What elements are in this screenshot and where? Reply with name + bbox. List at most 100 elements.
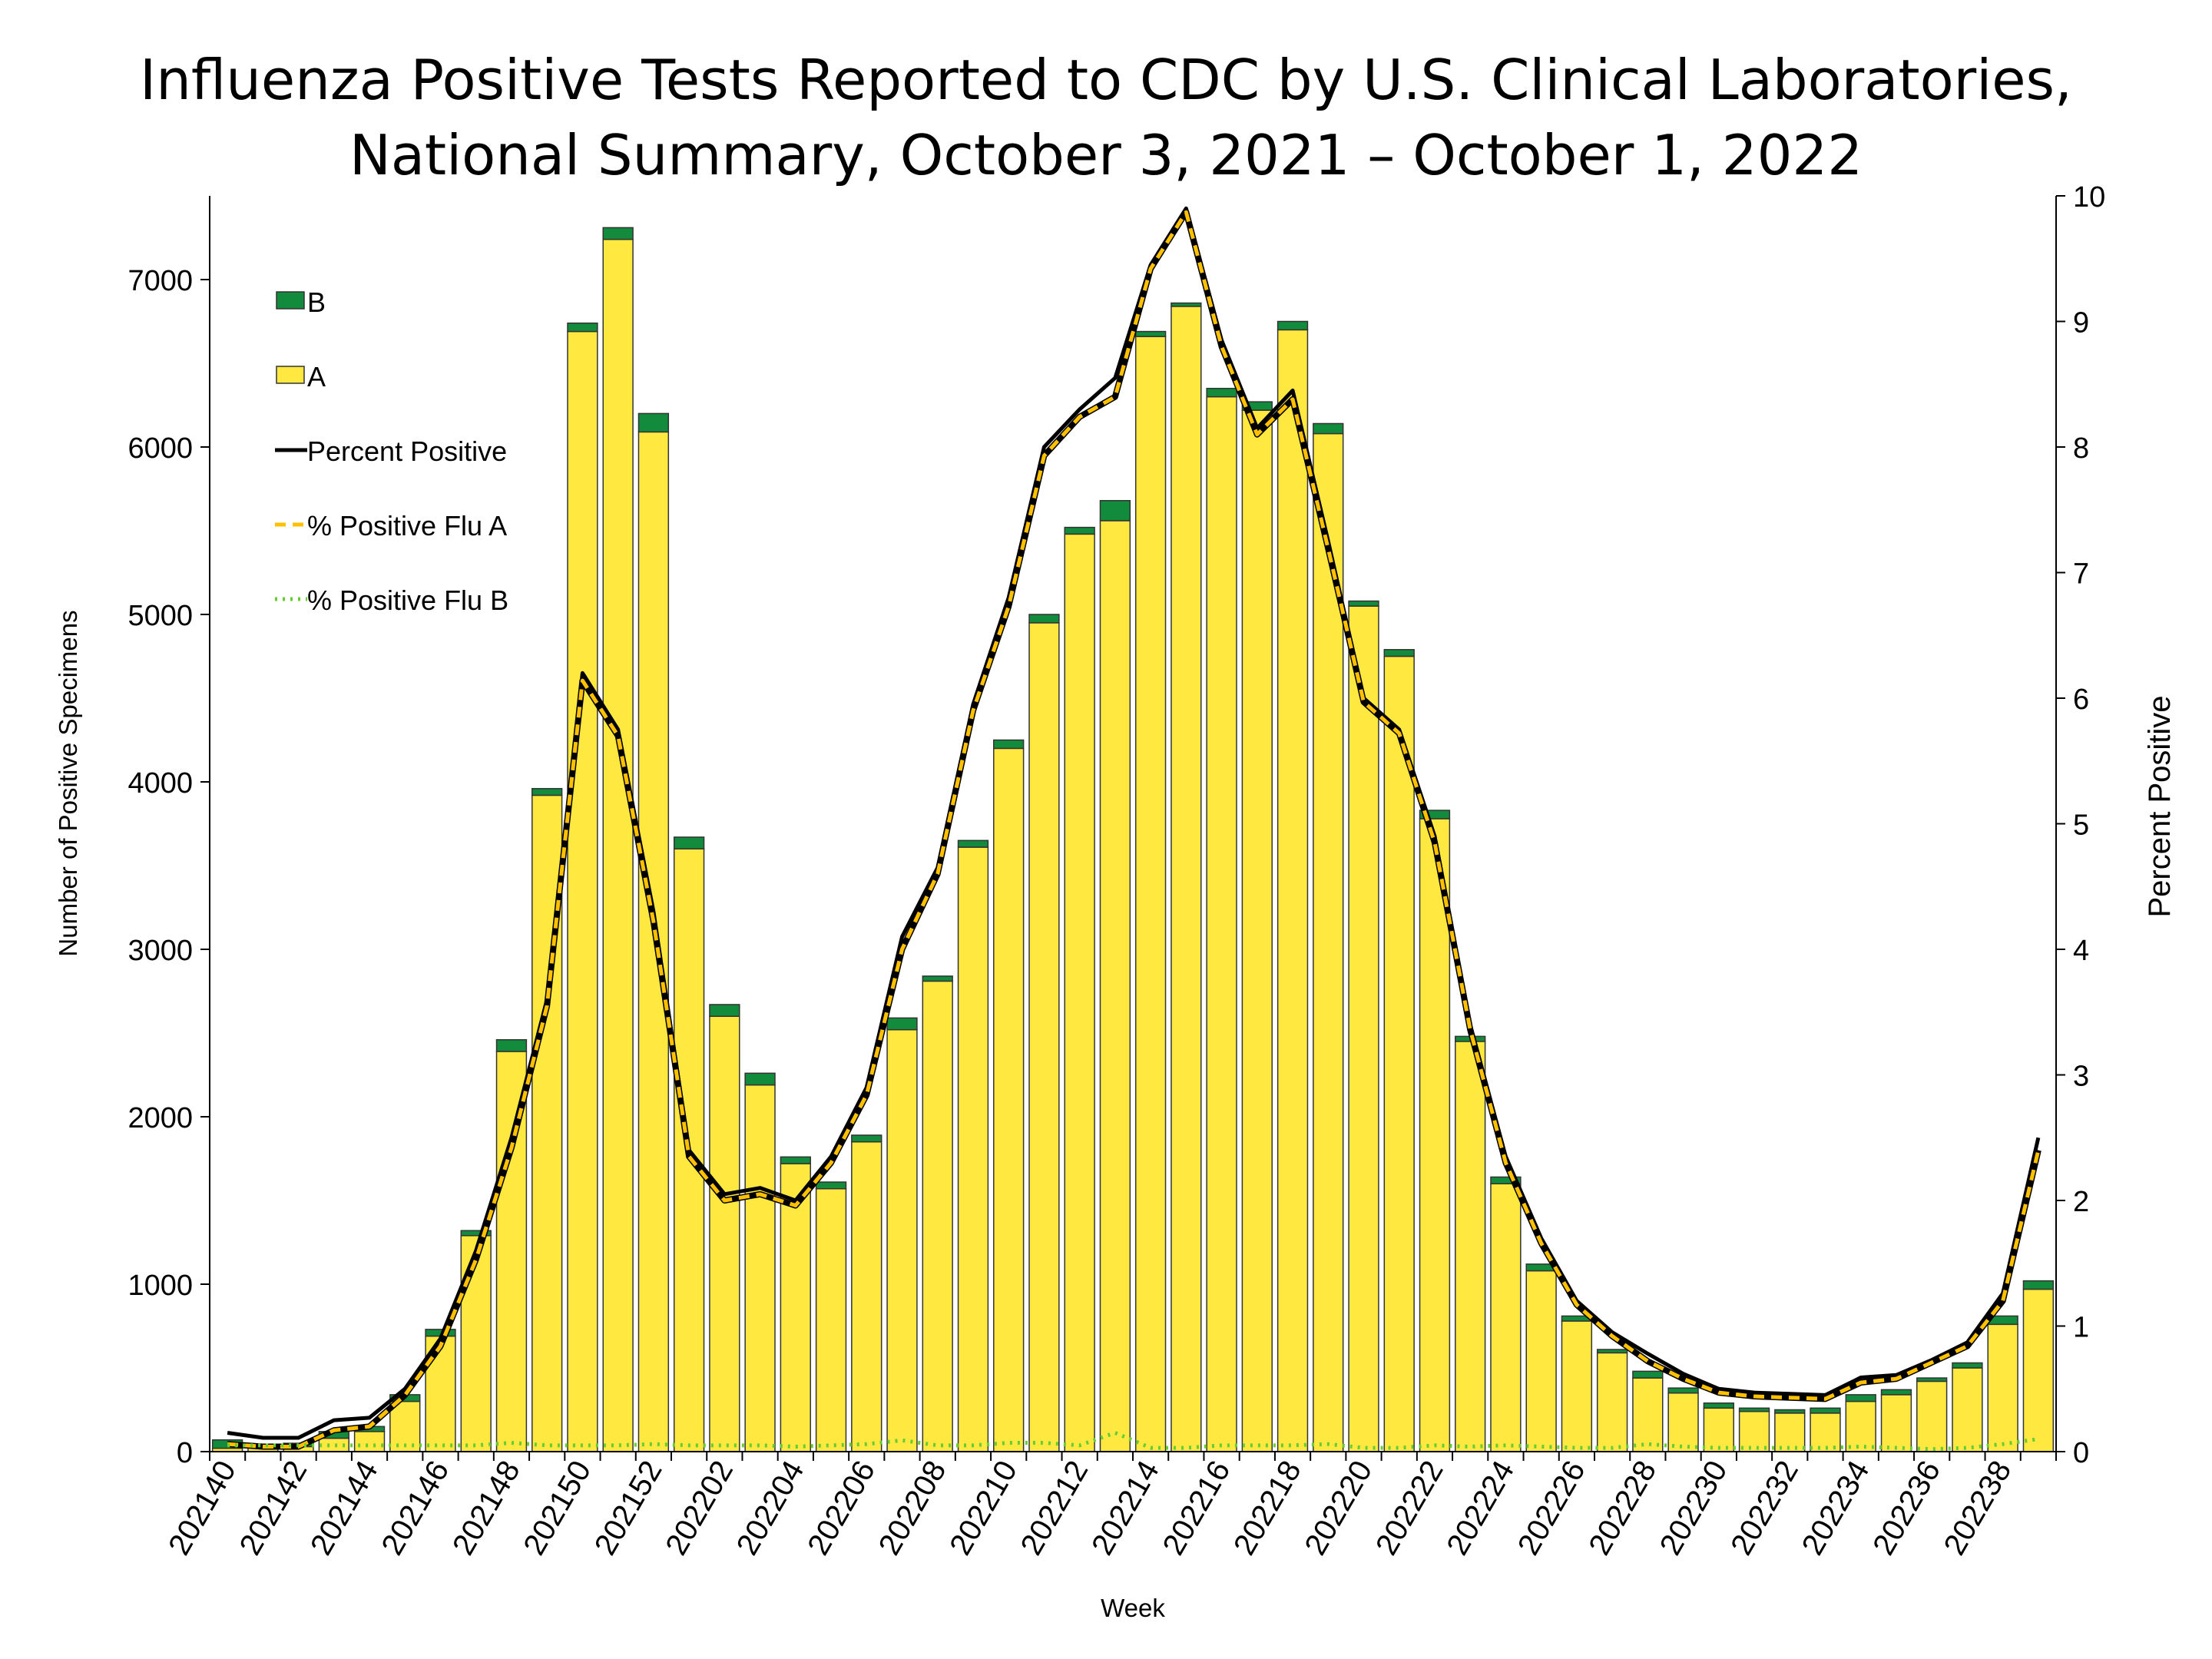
y-tick-label: 2000 [127,1102,193,1134]
x-tick-label: 202218 [1227,1455,1308,1561]
bar-b-202149 [531,787,563,796]
bar-a-202147 [460,1235,492,1452]
bar-a-202238 [1987,1323,2018,1452]
bar-a-202208 [922,980,953,1452]
bar-a-202239 [2022,1288,2055,1452]
bar-b-202227 [1596,1349,1628,1354]
x-tick-label: 202214 [1085,1455,1166,1561]
bar-b-202222 [1419,810,1451,820]
x-tick-label: 202150 [517,1455,598,1561]
bar-b-202231 [1738,1407,1770,1412]
y2-tick-label: 4 [2073,935,2089,967]
x-tick-label: 202234 [1796,1455,1876,1561]
bar-b-202219 [1313,422,1344,435]
x-tick-label: 202228 [1582,1455,1663,1561]
bar-a-202228 [1632,1377,1664,1452]
bar-a-202217 [1241,409,1273,1452]
bar-b-202234 [1845,1394,1876,1402]
bar-b-202224 [1490,1176,1522,1184]
bar-b-202151 [602,227,634,240]
bar-a-202207 [886,1028,918,1452]
bar-b-202207 [886,1017,918,1031]
x-axis-label: Week [1101,1594,1165,1622]
x-tick-label: 202148 [446,1455,527,1561]
bar-b-202235 [1880,1389,1912,1396]
y-tick-label: 6000 [127,432,193,465]
line--positive-flu-a [227,210,2041,1449]
bar-b-202203 [744,1072,776,1086]
bar-a-202232 [1774,1412,1806,1452]
bar-a-202150 [567,330,598,1452]
x-tick-label: 202146 [375,1455,455,1561]
y2-tick-label: 10 [2073,181,2105,214]
bar-a-202237 [1952,1367,1983,1452]
x-tick-label: 202226 [1512,1455,1592,1561]
chart-title-line-1: Influenza Positive Tests Reported to CDC… [140,48,2072,112]
bar-b-202201 [673,836,705,849]
bar-b-202220 [1348,600,1379,607]
x-tick-label: 202210 [943,1455,1024,1561]
y-tick-label: 3000 [127,935,193,967]
legend: B A Percent Positive % Positive Flu A % Posi… [275,286,508,616]
bar-b-202232 [1774,1409,1806,1414]
bar-b-202229 [1667,1387,1699,1394]
bar-b-202214 [1134,330,1167,337]
bar-b-202211 [1028,614,1060,624]
chart-title-line-2: National Summary, October 3, 2021 – Octo… [349,123,1863,187]
y2-tick-label: 1 [2073,1312,2089,1344]
bar-a-202213 [1099,520,1131,1452]
bar-a-202227 [1596,1352,1628,1452]
bar-b-202228 [1632,1370,1664,1379]
bar-a-202144 [353,1431,386,1452]
bar-b-202205 [815,1181,847,1190]
legend-label: % Positive Flu B [307,584,508,616]
x-tick-label: 202232 [1724,1455,1805,1561]
bar-b-202221 [1383,649,1415,657]
bar-b-202147 [460,1230,492,1237]
bar-a-202203 [744,1084,776,1452]
bar-b-202152 [637,412,670,433]
bar-b-202209 [957,839,989,848]
bar-a-202214 [1134,336,1167,1452]
bar-b-202213 [1099,500,1131,522]
y2-tick-label: 9 [2073,307,2089,339]
y2-tick-label: 7 [2073,558,2089,591]
legend-label: % Positive Flu A [307,510,507,541]
bar-a-202236 [1916,1380,1948,1452]
x-tick-label: 202144 [304,1455,385,1561]
x-tick-label: 202204 [730,1455,811,1561]
lines-group [227,206,2041,1452]
bar-b-202208 [922,975,953,982]
legend-swatch-a [276,366,305,384]
y-tick-label: 4000 [127,767,193,800]
y2-tick-label: 5 [2073,810,2089,842]
bar-a-202235 [1880,1394,1912,1452]
y2-tick-label: 2 [2073,1186,2089,1218]
bar-a-202233 [1810,1412,1841,1452]
bar-a-202205 [815,1187,847,1452]
bar-b-202212 [1064,526,1095,535]
legend-label: Percent Positive [307,435,507,467]
bar-a-202210 [993,747,1025,1452]
bars-group [211,227,2055,1452]
bar-b-202148 [495,1038,528,1052]
bar-b-202150 [567,322,598,333]
legend-label: A [307,361,326,392]
x-tick-label: 202216 [1157,1455,1237,1561]
bar-a-202225 [1525,1270,1557,1452]
chart-title: Influenza Positive Tests Reported to CDC… [0,42,2212,193]
x-tick-label: 202238 [1938,1455,2018,1561]
x-tick-label: 202212 [1015,1455,1095,1561]
bar-a-202226 [1561,1320,1593,1452]
x-tick-label: 202140 [162,1455,243,1561]
bar-a-202229 [1667,1392,1699,1452]
bar-b-202210 [993,739,1025,750]
bar-a-202216 [1206,396,1237,1452]
y2-axis-label: Percent Positive [2143,695,2177,917]
y2-tick-label: 8 [2073,432,2089,465]
bar-b-202206 [851,1134,882,1143]
bar-b-202217 [1241,401,1273,411]
bar-b-202236 [1916,1377,1948,1382]
bar-a-202215 [1171,306,1202,1452]
